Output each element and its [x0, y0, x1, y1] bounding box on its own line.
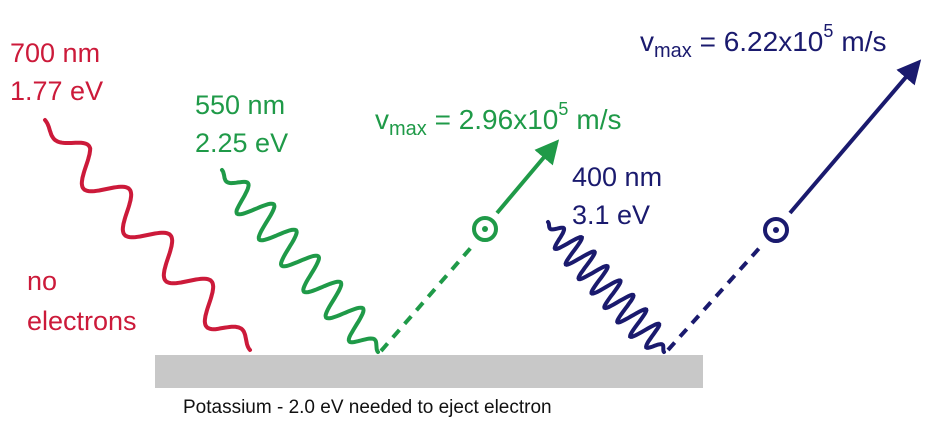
green-energy-label: 2.25 eV	[195, 128, 289, 158]
potassium-caption: Potassium - 2.0 eV needed to eject elect…	[183, 397, 552, 418]
navy-electron-core-icon	[773, 227, 779, 233]
green-photon-wave	[220, 168, 380, 354]
navy-electron-dashed-path	[666, 242, 765, 352]
green-electron-arrow	[495, 139, 560, 215]
navy-electron-arrow	[788, 59, 922, 215]
no-electrons-label-line2: electrons	[27, 306, 137, 336]
green-vmax-label: vmax = 2.96x105 m/s	[375, 99, 622, 140]
navy-wavelength-label: 400 nm	[572, 162, 663, 192]
navy-photon-wave	[546, 220, 666, 354]
red-energy-label: 1.77 eV	[10, 76, 104, 106]
navy-energy-label: 3.1 eV	[572, 200, 651, 230]
green-wavelength-label: 550 nm	[195, 90, 286, 120]
green-electron-core-icon	[482, 226, 488, 232]
green-electron-dashed-path	[379, 241, 477, 353]
red-wavelength-label: 700 nm	[10, 38, 101, 68]
no-electrons-label-line1: no	[27, 266, 58, 296]
green-electron-icon	[472, 216, 498, 242]
red-photon-wave	[43, 118, 252, 352]
navy-electron-icon	[763, 217, 789, 243]
navy-vmax-label: vmax = 6.22x105 m/s	[640, 21, 887, 62]
potassium-plate	[155, 355, 703, 388]
